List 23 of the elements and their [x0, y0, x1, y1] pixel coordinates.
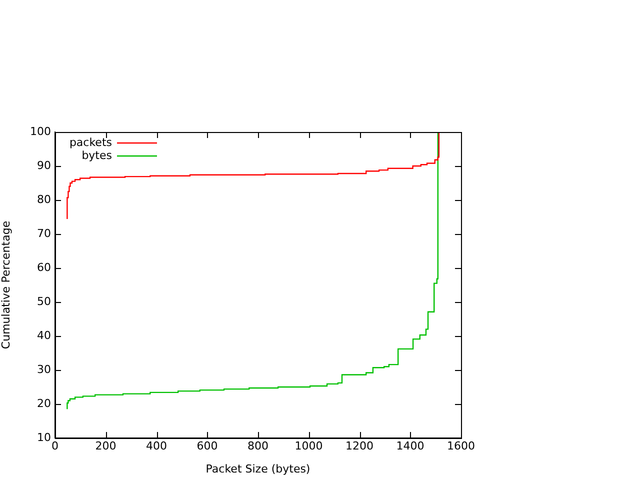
y-tick-label: 10	[37, 430, 51, 444]
y-tick-label: 30	[37, 362, 51, 376]
x-tick-label: 1400	[396, 439, 424, 452]
x-tick-label: 200	[95, 439, 116, 452]
x-axis-title: Packet Size (bytes)	[206, 462, 310, 476]
y-tick-label: 70	[37, 226, 51, 240]
y-tick-label: 60	[37, 260, 51, 274]
x-tick-label: 1600	[447, 439, 475, 452]
x-tick-label: 0	[52, 439, 58, 452]
y-axis-title: Cumulative Percentage	[0, 220, 12, 350]
x-tick-label: 1000	[294, 439, 323, 452]
legend-label: packets	[69, 136, 112, 149]
y-tick-label: 20	[37, 396, 51, 410]
x-tick-label: 600	[196, 439, 218, 452]
y-tick-label: 80	[37, 192, 51, 206]
y-tick-label: 50	[37, 294, 51, 308]
y-tick-label: 100	[30, 124, 51, 138]
x-tick-label: 800	[248, 439, 268, 452]
x-tick-label: 1200	[346, 439, 374, 452]
y-tick-label: 90	[37, 158, 51, 172]
y-tick-label: 40	[37, 328, 51, 342]
x-tick-label: 400	[146, 439, 167, 452]
legend-label: bytes	[82, 148, 112, 162]
